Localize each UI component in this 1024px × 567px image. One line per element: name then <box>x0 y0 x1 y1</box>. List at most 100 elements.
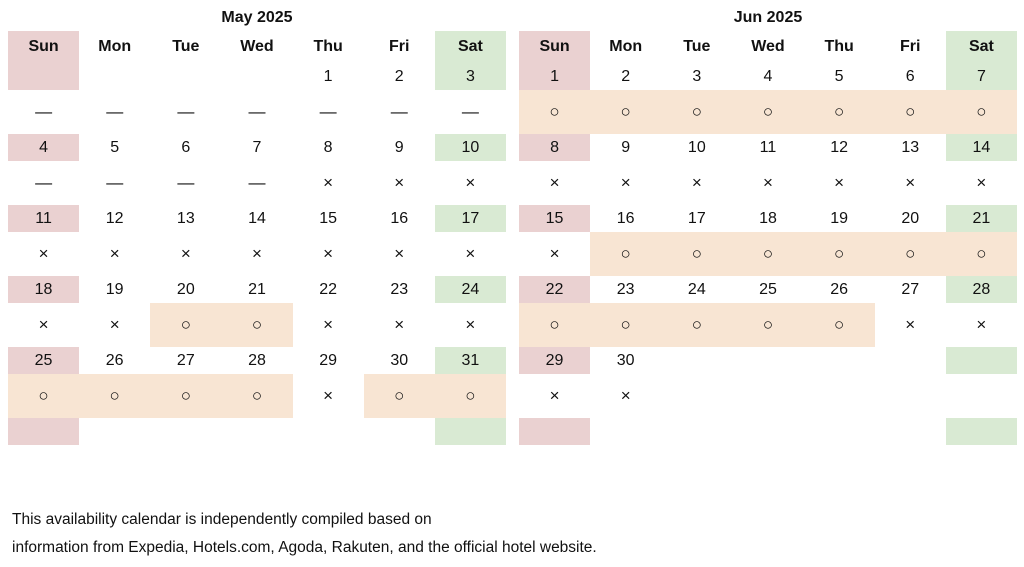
empty-mark <box>946 445 1017 489</box>
date-cell: 26 <box>105 351 124 369</box>
available-mark: ○ <box>590 232 662 276</box>
date-cell: 3 <box>692 67 702 85</box>
date-cell <box>875 347 946 374</box>
empty-mark <box>79 445 150 489</box>
date-cell: 11 <box>8 205 80 232</box>
date-cell: 24 <box>434 276 506 303</box>
unavailable-mark: × <box>109 315 120 334</box>
date-cell: 13 <box>901 138 920 156</box>
unavailable-mark: × <box>549 386 560 405</box>
available-mark: ○ <box>79 374 151 418</box>
available-mark: ○ <box>590 90 662 134</box>
date-cell: 29 <box>519 347 591 374</box>
unavailable-mark: × <box>394 244 405 263</box>
date-cell: 26 <box>830 280 848 298</box>
empty-mark <box>875 445 946 489</box>
date-cell: 9 <box>621 138 631 156</box>
weekday-header-mon: Mon <box>609 38 643 55</box>
unavailable-mark: × <box>394 315 405 334</box>
date-cell <box>661 347 732 374</box>
available-mark: ○ <box>519 303 591 347</box>
empty-mark <box>661 445 732 489</box>
date-cell: 19 <box>105 280 124 298</box>
date-cell: 21 <box>248 280 266 298</box>
empty-mark <box>946 374 1017 418</box>
unavailable-mark: × <box>323 315 334 334</box>
no-data-mark: — <box>177 173 195 192</box>
no-data-mark: — <box>248 102 266 121</box>
no-data-mark: — <box>106 173 124 192</box>
unavailable-mark: × <box>252 244 262 263</box>
date-cell: 6 <box>181 138 191 156</box>
available-mark: ○ <box>150 374 222 418</box>
available-mark: ○ <box>803 232 875 276</box>
date-cell: 2 <box>621 67 631 85</box>
weekday-header-fri: Fri <box>389 38 410 55</box>
available-mark: ○ <box>732 232 804 276</box>
weekday-header-wed: Wed <box>751 38 785 55</box>
empty-mark <box>519 445 590 489</box>
date-cell: 8 <box>519 134 591 161</box>
footnote-line-2: information from Expedia, Hotels.com, Ag… <box>12 539 597 556</box>
date-cell: 5 <box>110 138 120 156</box>
weekday-header-mon: Mon <box>98 38 132 55</box>
date-cell: 10 <box>687 138 706 156</box>
date-cell: 11 <box>759 138 777 156</box>
date-cell: 18 <box>759 209 777 227</box>
date-cell: 13 <box>176 209 195 227</box>
available-mark: ○ <box>661 232 733 276</box>
date-cell: 22 <box>519 276 591 303</box>
date-cell: 20 <box>176 280 195 298</box>
date-cell: 8 <box>323 138 333 156</box>
date-cell: 18 <box>8 276 80 303</box>
no-data-mark: — <box>177 102 195 121</box>
date-cell: 17 <box>434 205 506 232</box>
calendar-jun-2025: Jun 2025 Sun Mon Tue Wed Thu Fri Sat 1 2 3 4 5 6 7 ○ ○ ○ ○… <box>519 0 1017 450</box>
date-cell <box>945 418 1017 445</box>
no-data-mark: — <box>248 173 266 192</box>
weekday-header-wed: Wed <box>240 38 274 55</box>
date-cell: 30 <box>390 351 409 369</box>
date-cell <box>732 347 803 374</box>
available-mark: ○ <box>590 303 662 347</box>
weekday-header-tue: Tue <box>172 38 200 55</box>
date-cell: 6 <box>905 67 915 85</box>
unavailable-mark: × <box>834 173 845 192</box>
date-cell <box>804 347 875 374</box>
available-mark: ○ <box>519 90 591 134</box>
date-cell: 4 <box>763 67 773 85</box>
unavailable-mark: × <box>323 386 334 405</box>
empty-mark <box>150 445 221 489</box>
date-cell: 29 <box>319 351 337 369</box>
date-cell: 25 <box>8 347 80 374</box>
available-mark: ○ <box>150 303 222 347</box>
date-cell <box>8 418 80 445</box>
date-cell: 7 <box>252 138 262 156</box>
date-cell <box>8 63 80 90</box>
unavailable-mark: × <box>180 244 191 263</box>
unavailable-mark: × <box>549 244 560 263</box>
weekday-header-sat: Sat <box>945 31 1017 63</box>
weekday-header-tue: Tue <box>683 38 711 55</box>
empty-mark <box>804 445 875 489</box>
date-cell: 28 <box>248 351 266 369</box>
unavailable-mark: × <box>905 173 916 192</box>
date-cell: 20 <box>901 209 920 227</box>
available-mark: ○ <box>661 303 733 347</box>
unavailable-mark: × <box>620 173 631 192</box>
date-cell: 25 <box>759 280 777 298</box>
date-cell: 19 <box>830 209 848 227</box>
weekday-header-sun: Sun <box>519 31 591 63</box>
empty-mark <box>293 445 364 489</box>
date-cell: 10 <box>434 134 506 161</box>
date-cell: 27 <box>901 280 920 298</box>
weekday-header-thu: Thu <box>824 38 854 55</box>
month-title: May 2025 <box>221 9 293 26</box>
date-cell <box>519 418 591 445</box>
unavailable-mark: × <box>465 173 476 192</box>
weekday-header-sat: Sat <box>434 31 506 63</box>
unavailable-mark: × <box>549 173 560 192</box>
date-cell: 3 <box>434 63 506 90</box>
date-cell: 12 <box>105 209 124 227</box>
weekday-header-thu: Thu <box>313 38 343 55</box>
